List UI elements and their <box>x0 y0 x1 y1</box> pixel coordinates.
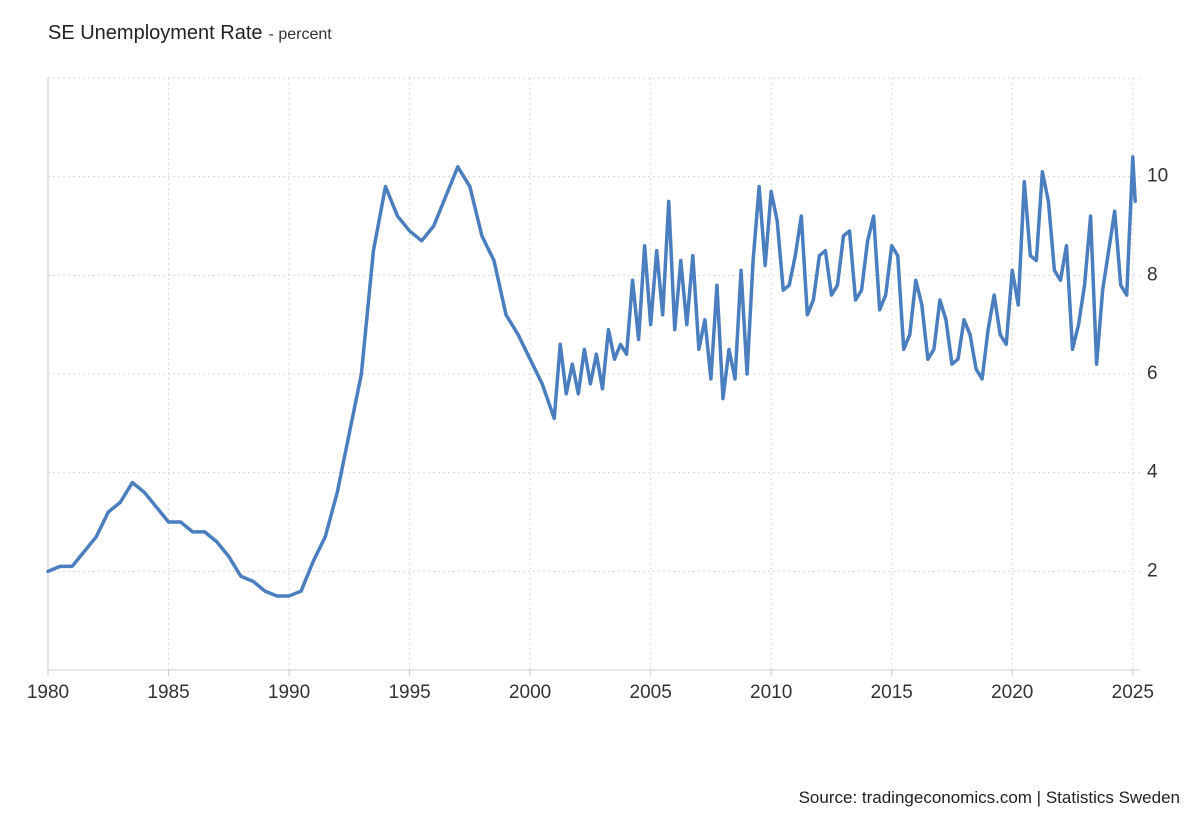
y-tick-label: 2 <box>1147 560 1158 581</box>
x-tick-label: 1995 <box>388 682 430 703</box>
data-line <box>46 155 1137 598</box>
x-tick-label: 2020 <box>991 682 1033 703</box>
x-tick-label: 2005 <box>630 682 672 703</box>
x-tick-label: 2025 <box>1112 682 1154 703</box>
y-tick-label: 8 <box>1147 264 1158 285</box>
x-tick-label: 1980 <box>27 682 69 703</box>
y-tick-label: 10 <box>1147 166 1168 187</box>
x-tick-label: 1990 <box>268 682 310 703</box>
x-tick-label: 2015 <box>871 682 913 703</box>
y-tick-label: 6 <box>1147 363 1158 384</box>
x-tick-label: 2010 <box>750 682 792 703</box>
x-tick-label: 1985 <box>147 682 189 703</box>
chart-title: SE Unemployment Rate <box>48 22 263 44</box>
source-note: Source: tradingeconomics.com | Statistic… <box>799 788 1180 807</box>
x-tick-label: 2000 <box>509 682 551 703</box>
chart-subtitle: - percent <box>269 26 333 43</box>
y-tick-label: 4 <box>1147 462 1158 483</box>
